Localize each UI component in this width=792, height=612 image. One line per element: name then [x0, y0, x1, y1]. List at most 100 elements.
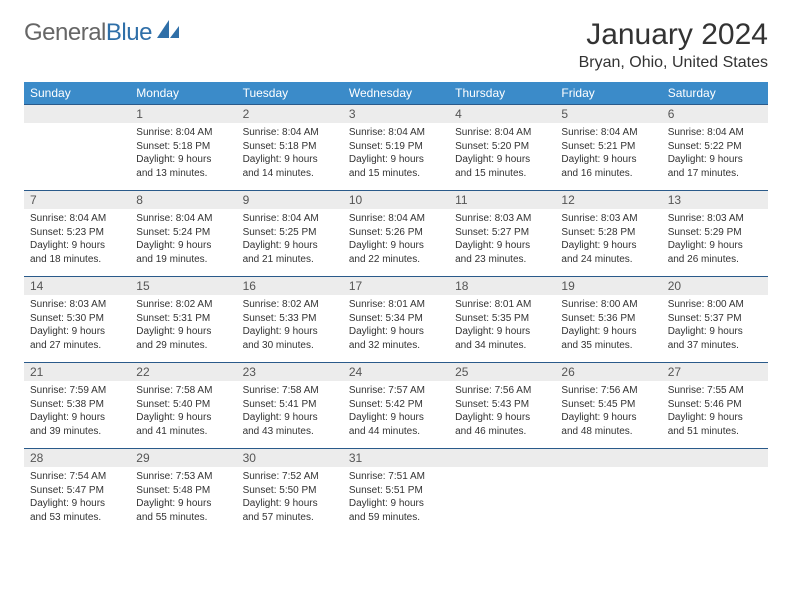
brand-part1: General — [24, 19, 106, 47]
calendar-cell: 23Sunrise: 7:58 AMSunset: 5:41 PMDayligh… — [237, 363, 343, 449]
header: GeneralBlue January 2024 Bryan, Ohio, Un… — [24, 18, 768, 72]
calendar-cell: 30Sunrise: 7:52 AMSunset: 5:50 PMDayligh… — [237, 449, 343, 535]
cell-body: Sunrise: 8:04 AMSunset: 5:18 PMDaylight:… — [130, 123, 236, 184]
calendar-cell: 4Sunrise: 8:04 AMSunset: 5:20 PMDaylight… — [449, 105, 555, 191]
sunset-line: Sunset: 5:18 PM — [243, 140, 337, 154]
weekday-header: Wednesday — [343, 82, 449, 105]
cell-body: Sunrise: 7:52 AMSunset: 5:50 PMDaylight:… — [237, 467, 343, 528]
day-number: 22 — [130, 363, 236, 381]
sunset-line: Sunset: 5:31 PM — [136, 312, 230, 326]
calendar-week-row: 21Sunrise: 7:59 AMSunset: 5:38 PMDayligh… — [24, 363, 768, 449]
calendar-header-row: SundayMondayTuesdayWednesdayThursdayFrid… — [24, 82, 768, 105]
calendar-cell: 18Sunrise: 8:01 AMSunset: 5:35 PMDayligh… — [449, 277, 555, 363]
calendar-cell: 13Sunrise: 8:03 AMSunset: 5:29 PMDayligh… — [662, 191, 768, 277]
cell-body: Sunrise: 8:04 AMSunset: 5:19 PMDaylight:… — [343, 123, 449, 184]
cell-body: Sunrise: 8:02 AMSunset: 5:33 PMDaylight:… — [237, 295, 343, 356]
cell-body: Sunrise: 8:03 AMSunset: 5:28 PMDaylight:… — [555, 209, 661, 270]
sunset-line: Sunset: 5:34 PM — [349, 312, 443, 326]
calendar-table: SundayMondayTuesdayWednesdayThursdayFrid… — [24, 82, 768, 535]
sunset-line: Sunset: 5:48 PM — [136, 484, 230, 498]
calendar-cell: 19Sunrise: 8:00 AMSunset: 5:36 PMDayligh… — [555, 277, 661, 363]
day-number: 7 — [24, 191, 130, 209]
sunrise-line: Sunrise: 8:04 AM — [349, 212, 443, 226]
sunset-line: Sunset: 5:50 PM — [243, 484, 337, 498]
daylight-line: Daylight: 9 hours and 13 minutes. — [136, 153, 230, 180]
cell-body: Sunrise: 8:03 AMSunset: 5:27 PMDaylight:… — [449, 209, 555, 270]
day-number: 26 — [555, 363, 661, 381]
calendar-cell: 21Sunrise: 7:59 AMSunset: 5:38 PMDayligh… — [24, 363, 130, 449]
weekday-header: Friday — [555, 82, 661, 105]
cell-body: Sunrise: 8:00 AMSunset: 5:37 PMDaylight:… — [662, 295, 768, 356]
day-number: 3 — [343, 105, 449, 123]
sunset-line: Sunset: 5:18 PM — [136, 140, 230, 154]
calendar-cell: 26Sunrise: 7:56 AMSunset: 5:45 PMDayligh… — [555, 363, 661, 449]
sunset-line: Sunset: 5:46 PM — [668, 398, 762, 412]
daylight-line: Daylight: 9 hours and 15 minutes. — [455, 153, 549, 180]
brand-part2: Blue — [106, 19, 152, 47]
calendar-week-row: 1Sunrise: 8:04 AMSunset: 5:18 PMDaylight… — [24, 105, 768, 191]
weekday-header: Saturday — [662, 82, 768, 105]
daylight-line: Daylight: 9 hours and 59 minutes. — [349, 497, 443, 524]
cell-body: Sunrise: 8:03 AMSunset: 5:29 PMDaylight:… — [662, 209, 768, 270]
day-number: 30 — [237, 449, 343, 467]
daylight-line: Daylight: 9 hours and 48 minutes. — [561, 411, 655, 438]
calendar-cell — [449, 449, 555, 535]
daylight-line: Daylight: 9 hours and 22 minutes. — [349, 239, 443, 266]
cell-body: Sunrise: 7:53 AMSunset: 5:48 PMDaylight:… — [130, 467, 236, 528]
cell-body: Sunrise: 8:01 AMSunset: 5:34 PMDaylight:… — [343, 295, 449, 356]
day-number-empty — [555, 449, 661, 467]
cell-body: Sunrise: 7:54 AMSunset: 5:47 PMDaylight:… — [24, 467, 130, 528]
day-number: 27 — [662, 363, 768, 381]
sunrise-line: Sunrise: 7:56 AM — [455, 384, 549, 398]
daylight-line: Daylight: 9 hours and 29 minutes. — [136, 325, 230, 352]
daylight-line: Daylight: 9 hours and 41 minutes. — [136, 411, 230, 438]
day-number: 24 — [343, 363, 449, 381]
day-number: 15 — [130, 277, 236, 295]
sunrise-line: Sunrise: 7:58 AM — [136, 384, 230, 398]
daylight-line: Daylight: 9 hours and 44 minutes. — [349, 411, 443, 438]
cell-body: Sunrise: 8:02 AMSunset: 5:31 PMDaylight:… — [130, 295, 236, 356]
daylight-line: Daylight: 9 hours and 27 minutes. — [30, 325, 124, 352]
title-block: January 2024 Bryan, Ohio, United States — [579, 18, 768, 72]
calendar-cell: 10Sunrise: 8:04 AMSunset: 5:26 PMDayligh… — [343, 191, 449, 277]
calendar-cell: 9Sunrise: 8:04 AMSunset: 5:25 PMDaylight… — [237, 191, 343, 277]
sunset-line: Sunset: 5:28 PM — [561, 226, 655, 240]
calendar-cell — [555, 449, 661, 535]
sunrise-line: Sunrise: 7:54 AM — [30, 470, 124, 484]
day-number: 13 — [662, 191, 768, 209]
sunrise-line: Sunrise: 7:57 AM — [349, 384, 443, 398]
weekday-header: Tuesday — [237, 82, 343, 105]
cell-body: Sunrise: 8:04 AMSunset: 5:23 PMDaylight:… — [24, 209, 130, 270]
cell-body: Sunrise: 7:55 AMSunset: 5:46 PMDaylight:… — [662, 381, 768, 442]
weekday-header: Monday — [130, 82, 236, 105]
daylight-line: Daylight: 9 hours and 39 minutes. — [30, 411, 124, 438]
daylight-line: Daylight: 9 hours and 55 minutes. — [136, 497, 230, 524]
sunrise-line: Sunrise: 8:02 AM — [243, 298, 337, 312]
sunrise-line: Sunrise: 7:55 AM — [668, 384, 762, 398]
sunrise-line: Sunrise: 8:04 AM — [136, 126, 230, 140]
daylight-line: Daylight: 9 hours and 37 minutes. — [668, 325, 762, 352]
calendar-cell: 24Sunrise: 7:57 AMSunset: 5:42 PMDayligh… — [343, 363, 449, 449]
daylight-line: Daylight: 9 hours and 57 minutes. — [243, 497, 337, 524]
sunset-line: Sunset: 5:30 PM — [30, 312, 124, 326]
sunrise-line: Sunrise: 8:03 AM — [30, 298, 124, 312]
day-number-empty — [449, 449, 555, 467]
day-number: 18 — [449, 277, 555, 295]
sunset-line: Sunset: 5:21 PM — [561, 140, 655, 154]
daylight-line: Daylight: 9 hours and 51 minutes. — [668, 411, 762, 438]
sunset-line: Sunset: 5:25 PM — [243, 226, 337, 240]
sunset-line: Sunset: 5:20 PM — [455, 140, 549, 154]
calendar-cell: 20Sunrise: 8:00 AMSunset: 5:37 PMDayligh… — [662, 277, 768, 363]
sunset-line: Sunset: 5:26 PM — [349, 226, 443, 240]
day-number: 4 — [449, 105, 555, 123]
sunset-line: Sunset: 5:29 PM — [668, 226, 762, 240]
daylight-line: Daylight: 9 hours and 21 minutes. — [243, 239, 337, 266]
sunset-line: Sunset: 5:37 PM — [668, 312, 762, 326]
cell-body: Sunrise: 8:04 AMSunset: 5:26 PMDaylight:… — [343, 209, 449, 270]
sunset-line: Sunset: 5:19 PM — [349, 140, 443, 154]
day-number: 20 — [662, 277, 768, 295]
calendar-body: 1Sunrise: 8:04 AMSunset: 5:18 PMDaylight… — [24, 105, 768, 535]
daylight-line: Daylight: 9 hours and 24 minutes. — [561, 239, 655, 266]
daylight-line: Daylight: 9 hours and 46 minutes. — [455, 411, 549, 438]
sunset-line: Sunset: 5:33 PM — [243, 312, 337, 326]
